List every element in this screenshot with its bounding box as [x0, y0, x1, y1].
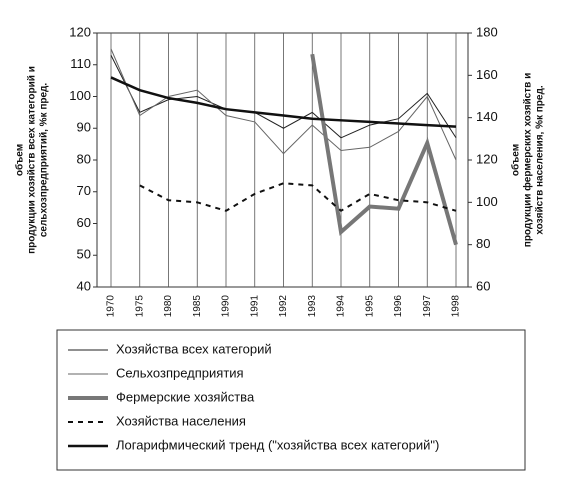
y2-tick-label: 80	[476, 236, 490, 251]
x-tick-label: 1970	[106, 295, 117, 318]
y-tick-label: 40	[77, 278, 91, 293]
x-tick-label: 1995	[364, 295, 375, 318]
y-tick-label: 70	[77, 183, 91, 198]
series-line	[110, 55, 457, 139]
series-line	[310, 53, 458, 246]
y2-tick-label: 120	[476, 151, 498, 166]
y2-tick-label: 140	[476, 109, 498, 124]
x-tick-label: 1985	[192, 295, 203, 318]
series-line	[110, 76, 457, 128]
x-tick-label: 1996	[393, 295, 404, 318]
y-tick-label: 90	[77, 120, 91, 135]
y-tick-label: 120	[69, 24, 91, 39]
legend-label: Логарифмический тренд ("хозяйства всех к…	[116, 437, 439, 452]
legend-label: Хозяйства населения	[116, 413, 246, 428]
x-tick-label: 1975	[134, 295, 145, 318]
x-tick-label: 1992	[278, 295, 289, 318]
x-tick-label: 1990	[221, 295, 232, 318]
y-tick-label: 60	[77, 215, 91, 230]
legend-label: Хозяйства всех категорий	[116, 341, 272, 356]
y2-tick-label: 60	[476, 278, 490, 293]
axis-label: объем	[510, 144, 522, 176]
plot-frame	[96, 32, 469, 288]
legend-label: Сельхозпредприятия	[116, 365, 244, 380]
x-tick-label: 1980	[163, 295, 174, 318]
y-tick-label: 80	[77, 151, 91, 166]
x-tick-label: 1993	[307, 295, 318, 318]
legend-frame	[56, 329, 526, 471]
x-tick-label: 1991	[249, 295, 260, 318]
x-tick-label: 1994	[336, 295, 347, 318]
axis-label: сельхозпредприятий, %к пред.	[39, 83, 50, 238]
axis-label: хозяйств населения, %к пред.	[535, 85, 546, 234]
y2-tick-label: 180	[476, 24, 498, 39]
legend-label: Фермерские хозяйства	[116, 389, 255, 404]
y2-tick-label: 160	[476, 67, 498, 82]
axis-label: продукции фермерских хозяйств и	[522, 73, 534, 247]
y-tick-label: 100	[69, 88, 91, 103]
y2-tick-label: 100	[476, 194, 498, 209]
x-tick-label: 1997	[422, 295, 433, 318]
series-line	[110, 48, 457, 161]
y-tick-label: 50	[77, 247, 91, 262]
axis-label: продукции хозяйств всех категорий и	[27, 66, 38, 254]
y-tick-label: 110	[70, 56, 91, 71]
axis-label: объем	[14, 144, 26, 176]
x-tick-label: 1998	[451, 295, 462, 318]
